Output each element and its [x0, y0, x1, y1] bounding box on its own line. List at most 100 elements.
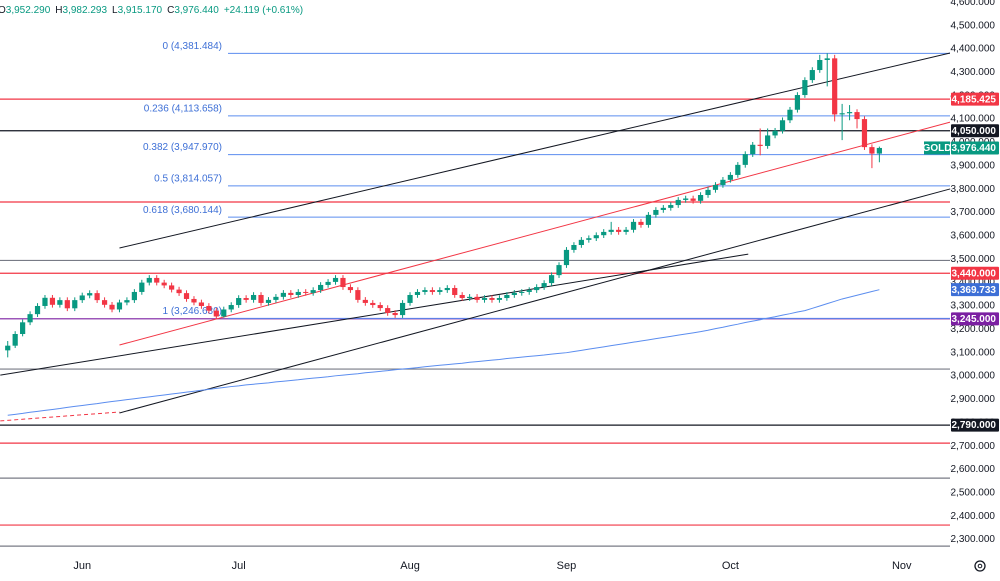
candle-body: [504, 294, 510, 299]
candle-body: [571, 244, 577, 250]
candle-body: [362, 299, 368, 303]
y-tick-label: 4,300.000: [951, 67, 996, 78]
candle-body: [183, 293, 190, 299]
candle-body: [101, 300, 108, 305]
ma-price-label: 3,369.733: [952, 285, 997, 296]
moving-average: [7, 289, 880, 416]
x-tick-label: Aug: [400, 560, 420, 572]
candle-body: [57, 300, 63, 305]
candle-body: [683, 198, 689, 200]
candle-body: [422, 290, 428, 292]
candle-body: [169, 285, 175, 290]
candle-body: [27, 314, 33, 323]
candle-body: [310, 290, 316, 293]
candle-body: [258, 294, 264, 303]
settings-icon-center: [977, 563, 983, 569]
candle-body: [79, 295, 85, 301]
candle-body: [280, 292, 286, 297]
fib-label: 0.5 (3,814.057): [154, 174, 222, 185]
candle-body: [94, 293, 100, 301]
candle-body: [750, 144, 756, 155]
candle-body: [49, 297, 56, 305]
ohlc-key: O: [0, 5, 6, 16]
candle-body: [42, 297, 48, 306]
candle-body: [385, 308, 391, 313]
candle-body: [124, 300, 130, 303]
y-tick-label: 3,100.000: [951, 347, 996, 358]
candle-body: [474, 296, 480, 300]
trend-line: [0, 411, 120, 422]
symbol-tag: [924, 141, 950, 155]
candle-body: [407, 294, 413, 303]
candle-body: [265, 299, 272, 303]
candle-body: [727, 174, 733, 180]
y-tick-label: 2,600.000: [951, 464, 996, 475]
candle-body: [318, 284, 324, 291]
candle-body: [601, 231, 607, 236]
candle-body: [444, 287, 450, 291]
fib-label: 0 (4,381.484): [163, 41, 223, 52]
level-price-label: 3,245.000: [952, 314, 997, 325]
y-tick-label: 3,400.000: [951, 277, 996, 288]
ohlc-key: L: [112, 5, 118, 16]
candle-body: [154, 277, 160, 283]
candle-body: [340, 277, 346, 288]
trend-line: [0, 253, 749, 376]
candle-body: [705, 189, 711, 196]
overlay: 4,185.425 4,050.000 3,440.000 3,245.000 2,79…: [0, 5, 999, 432]
candle-body: [541, 283, 547, 288]
fib-label: 0.618 (3,680.144): [143, 205, 222, 216]
candle-body: [526, 290, 532, 292]
candle-body: [712, 184, 719, 190]
y-tick-label: 2,400.000: [951, 511, 996, 522]
candle-body: [377, 305, 383, 309]
candle-body: [228, 305, 234, 310]
candle-body: [87, 293, 93, 296]
candle-body: [459, 294, 465, 299]
candle-body: [139, 282, 145, 292]
candle-body: [511, 292, 517, 295]
level-price-label: 4,050.000: [952, 126, 997, 137]
candle-body: [206, 305, 212, 311]
candle-body: [496, 298, 503, 300]
candle-body: [645, 214, 652, 225]
y-tick-label: 4,500.000: [951, 20, 996, 31]
candle-body: [64, 300, 70, 309]
ohlc-value: 3,982.293: [63, 5, 108, 16]
candle-body: [578, 239, 584, 245]
candle-body: [116, 302, 123, 310]
y-tick-label: 2,900.000: [951, 394, 996, 405]
candle-body: [824, 58, 830, 60]
candle-body: [720, 179, 726, 185]
y-tick-label: 4,600.000: [951, 0, 996, 8]
ohlc-value: 3,976.440: [174, 5, 219, 16]
y-tick-label: 3,300.000: [951, 301, 996, 312]
candle-body: [630, 221, 637, 230]
candle-body: [548, 275, 555, 284]
candle-body: [452, 287, 458, 295]
candle-body: [623, 229, 629, 232]
candle-body: [854, 112, 860, 120]
candle-body: [20, 322, 26, 335]
candle-body: [481, 298, 488, 300]
candle-body: [131, 291, 137, 301]
x-tick-label: Jun: [73, 560, 91, 572]
candle-body: [213, 310, 219, 317]
candle-body: [787, 109, 793, 121]
candle-body: [5, 345, 11, 351]
candle-body: [176, 289, 182, 294]
candle-body: [876, 147, 882, 154]
candle-body: [690, 198, 696, 201]
candle-body: [414, 291, 421, 295]
fib-label: 0.236 (4,113.658): [144, 104, 222, 115]
candle-body: [250, 294, 257, 300]
x-tick-label: Nov: [892, 560, 912, 572]
trend-line: [119, 52, 951, 249]
candle-body: [161, 282, 167, 286]
level-price-box: [951, 312, 999, 326]
settings-icon[interactable]: [974, 560, 986, 572]
candle-body: [109, 304, 115, 310]
candle-body: [809, 70, 815, 81]
candle-body: [869, 147, 875, 154]
